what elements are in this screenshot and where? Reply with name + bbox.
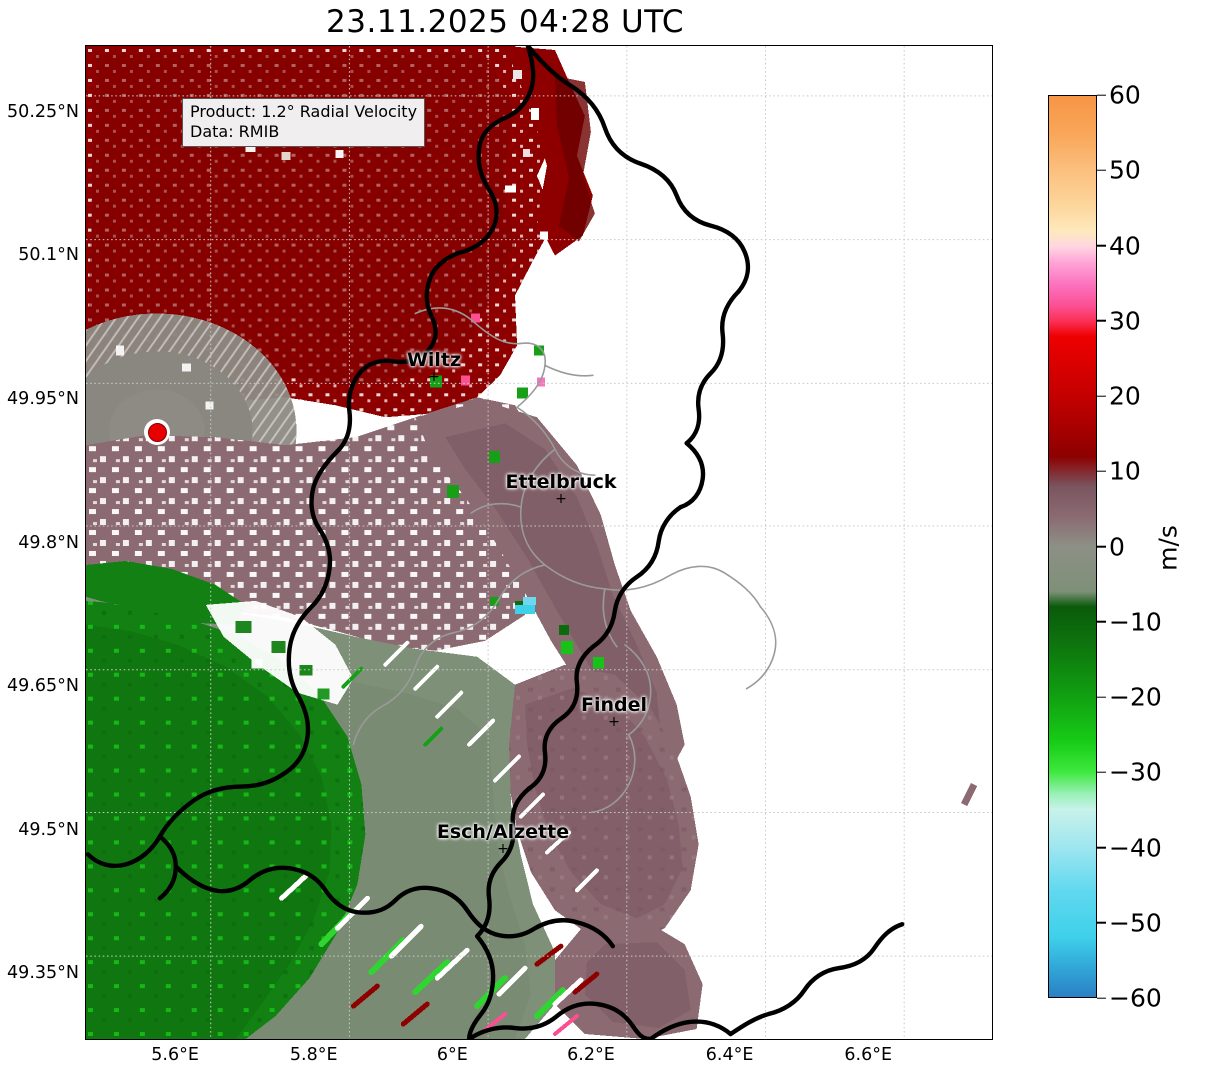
page-title: 23.11.2025 04:28 UTC xyxy=(326,4,684,40)
city-marker: + xyxy=(428,369,440,385)
city-marker: + xyxy=(608,714,620,730)
colorbar-tick-label: 60 xyxy=(1097,81,1141,110)
colorbar-ticks: 60 50 40 30 20 10 0 −10 −20 −30 −40 −50 −60 xyxy=(1097,81,1207,1013)
city-label-esch-alzette: Esch/Alzette + xyxy=(436,821,570,857)
radar-site-marker[interactable] xyxy=(144,419,170,445)
colorbar-tick-label: 40 xyxy=(1097,231,1141,260)
longitude-tick-label: 6.2°E xyxy=(567,1045,615,1065)
longitude-tick-label: 5.6°E xyxy=(151,1045,199,1065)
longitude-tick-label: 6.6°E xyxy=(844,1045,893,1065)
city-label-wiltz: Wiltz + xyxy=(406,349,462,385)
radar-velocity-field xyxy=(86,46,992,1039)
longitude-tick-label: 6.4°E xyxy=(705,1045,754,1065)
latitude-tick-label: 50.1°N xyxy=(18,245,79,266)
radar-site-dot xyxy=(147,422,167,442)
data-line: Data: RMIB xyxy=(190,122,280,141)
colorbar-tick-label: −30 xyxy=(1097,758,1162,787)
colorbar-tick-label: 20 xyxy=(1097,382,1141,411)
city-name: Esch/Alzette xyxy=(436,821,570,843)
radar-map-plot[interactable]: Product: 1.2° Radial Velocity Data: RMIB… xyxy=(85,45,993,1040)
longitude-axis: 5.6°E 5.8°E 6°E 6.2°E 6.4°E 6.6°E xyxy=(85,1041,993,1081)
city-marker: + xyxy=(497,841,509,857)
colorbar-tick-label: −10 xyxy=(1097,607,1162,636)
velocity-colorbar xyxy=(1048,95,1097,998)
product-line: Product: 1.2° Radial Velocity xyxy=(190,102,418,121)
longitude-tick-label: 5.8°E xyxy=(289,1045,338,1065)
colorbar-tick-label: 10 xyxy=(1097,457,1141,486)
longitude-tick-label: 6°E xyxy=(436,1045,468,1065)
colorbar-tick-label: 0 xyxy=(1097,532,1125,561)
product-info-box: Product: 1.2° Radial Velocity Data: RMIB xyxy=(182,98,426,147)
city-marker: + xyxy=(555,491,567,507)
colorbar-tick-label: −60 xyxy=(1097,984,1162,1013)
latitude-tick-label: 49.5°N xyxy=(18,819,79,840)
latitude-tick-label: 49.95°N xyxy=(7,388,79,409)
colorbar-tick-label: 30 xyxy=(1097,306,1141,335)
latitude-tick-label: 49.8°N xyxy=(18,532,79,553)
colorbar-tick-label: −50 xyxy=(1097,908,1162,937)
city-label-ettelbruck: Ettelbruck + xyxy=(505,471,617,507)
latitude-tick-label: 49.35°N xyxy=(7,963,79,984)
city-name: Findel xyxy=(580,694,648,716)
latitude-axis: 50.25°N 50.1°N 49.95°N 49.8°N 49.65°N 49.5°N 4… xyxy=(0,45,80,1040)
city-label-findel: Findel + xyxy=(580,694,648,730)
colorbar-unit-label: m/s xyxy=(1153,525,1183,571)
colorbar-tick-label: −20 xyxy=(1097,683,1162,712)
city-name: Wiltz xyxy=(406,349,462,371)
latitude-tick-label: 49.65°N xyxy=(7,676,79,696)
city-name: Ettelbruck xyxy=(505,471,617,493)
latitude-tick-label: 50.25°N xyxy=(7,101,79,122)
colorbar-tick-label: 50 xyxy=(1097,156,1141,185)
colorbar-tick-label: −40 xyxy=(1097,833,1162,862)
